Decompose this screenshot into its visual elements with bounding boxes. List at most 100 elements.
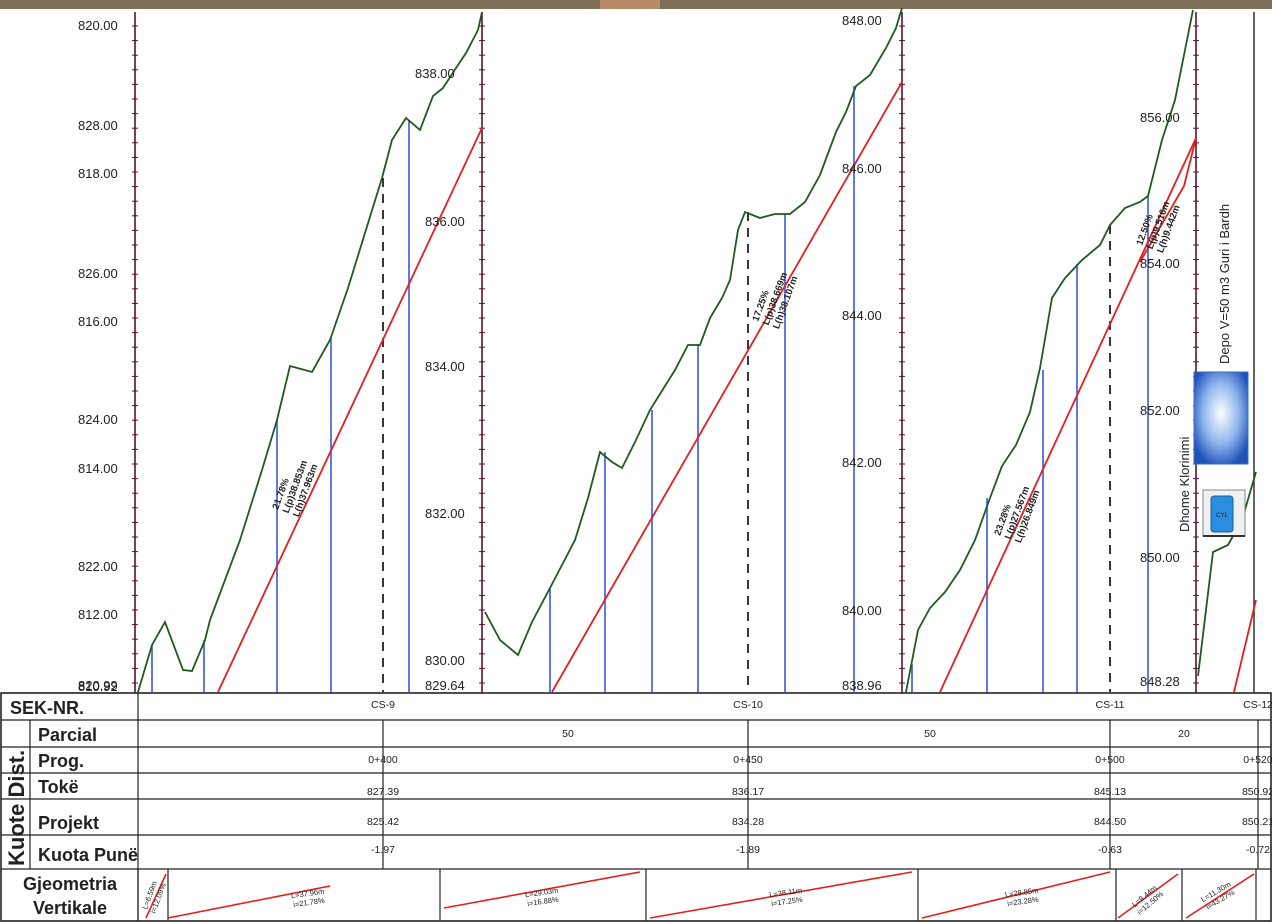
axis-label: 810.92 bbox=[78, 679, 118, 694]
project-line-1 bbox=[217, 127, 483, 693]
axis-label: 820.00 bbox=[78, 18, 118, 33]
table-row-header: Projekt bbox=[38, 813, 99, 833]
table-row-header: Tokë bbox=[38, 777, 79, 797]
axis-label: 850.00 bbox=[1140, 550, 1180, 565]
axis-label: 812.00 bbox=[78, 607, 118, 622]
axis-label: 834.00 bbox=[425, 359, 465, 374]
room-label: Dhome Klorinimi bbox=[1177, 437, 1192, 532]
ground-line-1 bbox=[137, 11, 483, 693]
project-line-kink bbox=[1139, 137, 1197, 263]
table-cell: 0+400 bbox=[368, 754, 398, 766]
cyl-label: CYL bbox=[1216, 513, 1228, 519]
geometry-label-text: i=16.88% bbox=[527, 895, 560, 908]
axis-label: 820.99 bbox=[78, 678, 118, 693]
axis-label: 830.00 bbox=[425, 653, 465, 668]
table-cell: -0.63 bbox=[1098, 844, 1122, 856]
geometry-slope-line bbox=[145, 873, 167, 919]
ground-line-4 bbox=[1197, 471, 1257, 677]
photo-strip-highlight bbox=[600, 0, 660, 9]
table-cell-parcial: 20 bbox=[1178, 728, 1190, 740]
table-row-header: Parcial bbox=[38, 725, 97, 745]
table-cell: 0+500 bbox=[1095, 754, 1125, 766]
tank-body bbox=[1193, 371, 1249, 465]
axis-label: 836.00 bbox=[425, 214, 465, 229]
table-row-header: Kuota Punë bbox=[38, 845, 138, 865]
tank-label: Depo V=50 m3 Guri i Bardh bbox=[1217, 204, 1232, 364]
axis-label: 826.00 bbox=[78, 266, 118, 281]
geometry-slope-line bbox=[167, 885, 331, 919]
project-line-3 bbox=[939, 137, 1197, 693]
table-side-label: Kuote Dist. bbox=[4, 750, 29, 866]
axis-label: 856.00 bbox=[1140, 110, 1180, 125]
table-cell: 845.13 bbox=[1094, 786, 1126, 798]
table-cell: 825.42 bbox=[367, 816, 399, 828]
axis-label: 844.00 bbox=[842, 308, 882, 323]
axis-label: 840.00 bbox=[842, 603, 882, 618]
geometry-slope-line bbox=[443, 871, 641, 909]
table-cell: 0+450 bbox=[733, 754, 763, 766]
table-row-header: SEK-NR. bbox=[10, 698, 84, 718]
table-cell: 850.92 bbox=[1242, 786, 1272, 798]
axis-label: 848.28 bbox=[1140, 674, 1180, 689]
axis-label: 828.00 bbox=[78, 118, 118, 133]
table-cell: CS-11 bbox=[1096, 699, 1125, 711]
data-table: Kuote Dist. SEK-NR. Parcial Prog. Tokë Projek… bbox=[0, 692, 1272, 922]
table-row-header: Gjeometria bbox=[23, 874, 118, 894]
table-cell: 827.39 bbox=[367, 786, 399, 798]
cyl-cylinder bbox=[1210, 495, 1234, 533]
project-line-4 bbox=[1233, 599, 1257, 693]
table-cell: CS-12 bbox=[1243, 699, 1272, 711]
axis-label: 829.64 bbox=[425, 678, 465, 693]
geometry-slope-line bbox=[1185, 873, 1255, 919]
structure-group: CYL Depo V=50 m3 Guri i Bardh Dhome Klorin… bbox=[1177, 204, 1249, 537]
axis-label: 814.00 bbox=[78, 461, 118, 476]
table-cell: 844.50 bbox=[1094, 816, 1126, 828]
table-frame bbox=[0, 692, 1272, 922]
axis-labels: 820.00 828.00 818.00 826.00 816.00 824.00 814.… bbox=[78, 13, 1180, 694]
ground-line-3 bbox=[905, 9, 1194, 693]
table-cell: CS-10 bbox=[733, 699, 763, 711]
table-cell: CS-9 bbox=[371, 699, 395, 711]
table-cell: -0.72 bbox=[1246, 844, 1270, 856]
axis-label: 852.00 bbox=[1140, 403, 1180, 418]
axis-label: 838.96 bbox=[842, 678, 882, 693]
station-lines bbox=[151, 86, 1149, 692]
axis-label: 822.00 bbox=[78, 559, 118, 574]
table-cell: 834.28 bbox=[732, 816, 764, 828]
geometry-slope-line bbox=[649, 871, 913, 919]
axis-label: 848.00 bbox=[842, 13, 882, 28]
table-cell-parcial: 50 bbox=[562, 728, 574, 740]
table-row-header: Vertikale bbox=[33, 898, 107, 918]
axis-label: 854.00 bbox=[1140, 256, 1180, 271]
axis-label: 818.00 bbox=[78, 166, 118, 181]
axis-label: 838.00 bbox=[415, 66, 455, 81]
table-cell: 850.21 bbox=[1242, 816, 1272, 828]
project-line-2 bbox=[551, 81, 903, 693]
table-row-header: Prog. bbox=[38, 751, 84, 771]
axis-label: 824.00 bbox=[78, 412, 118, 427]
axis-label: 832.00 bbox=[425, 506, 465, 521]
ground-line-2 bbox=[484, 7, 903, 657]
axis-label: 842.00 bbox=[842, 455, 882, 470]
profile-curves bbox=[137, 7, 1257, 693]
axes-group bbox=[132, 12, 1255, 693]
table-cell: 0+520 bbox=[1243, 754, 1272, 766]
table-cell: -1.89 bbox=[736, 844, 760, 856]
table-cell: 836.17 bbox=[732, 786, 764, 798]
table-cell-parcial: 50 bbox=[924, 728, 936, 740]
geometry-slope-line bbox=[1117, 873, 1179, 919]
geometry-slope-line bbox=[921, 871, 1111, 919]
axis-label: 816.00 bbox=[78, 314, 118, 329]
table-cell: -1.97 bbox=[371, 844, 395, 856]
geometry-label-text: i=17.25% bbox=[771, 895, 804, 908]
